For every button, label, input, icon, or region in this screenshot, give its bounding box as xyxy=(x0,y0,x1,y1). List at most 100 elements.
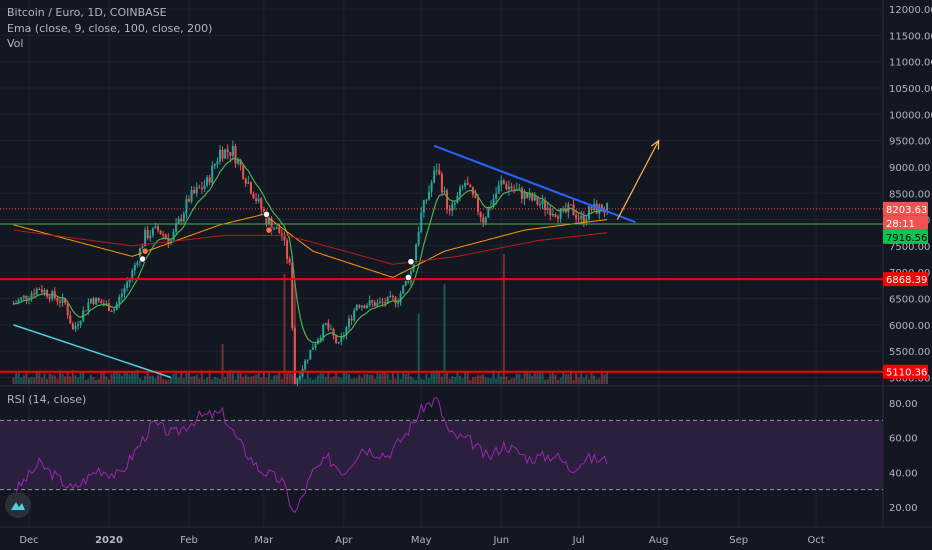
volume-bar xyxy=(590,371,593,384)
volume-bar xyxy=(572,379,575,384)
volume-bar xyxy=(466,371,469,384)
volume-bar xyxy=(487,377,490,384)
price-tag xyxy=(883,229,928,244)
volume-bar xyxy=(567,374,570,384)
price-tag xyxy=(883,201,928,216)
volume-bar xyxy=(428,378,430,384)
candle-body xyxy=(69,315,72,324)
time-tick-label: Aug xyxy=(649,535,669,546)
volume-bar xyxy=(440,376,443,384)
volume-bar xyxy=(149,376,152,384)
volume-bar xyxy=(79,373,82,384)
legend-vol[interactable]: Vol xyxy=(7,37,24,50)
price-tag-label: 6868.39 xyxy=(886,275,927,286)
legend-title[interactable]: Bitcoin / Euro, 1D, COINBASE xyxy=(7,6,167,19)
candle-body xyxy=(580,215,583,219)
volume-bar xyxy=(22,375,25,384)
candle-body xyxy=(451,204,454,211)
candle-body xyxy=(397,302,400,304)
volume-bar xyxy=(557,379,560,384)
candle-body xyxy=(479,211,482,218)
rsi-band xyxy=(0,420,883,490)
volume-bar xyxy=(12,377,15,384)
candle-body xyxy=(474,194,477,198)
candle-body xyxy=(304,360,307,370)
volume-bar xyxy=(546,379,549,384)
legend-rsi[interactable]: RSI (14, close) xyxy=(7,393,87,406)
volume-bar xyxy=(575,373,578,384)
volume-bar xyxy=(92,377,95,384)
volume-bar xyxy=(146,372,149,384)
candle-body xyxy=(559,208,562,219)
candle-body xyxy=(159,230,162,235)
candle-body xyxy=(195,187,198,194)
volume-bar xyxy=(180,370,183,384)
candle-body xyxy=(309,349,312,360)
axes: 12000.00 11500.00 11000.00 10500.00 10000.00… xyxy=(19,5,932,546)
volume-bar xyxy=(136,370,139,384)
candle-body xyxy=(48,296,51,300)
price-tick-label: 8500.00 xyxy=(889,189,930,200)
candle-body xyxy=(335,335,338,343)
price-tick-label: 10500.00 xyxy=(889,84,932,95)
volume-bar xyxy=(61,373,64,384)
volume-bar xyxy=(231,370,234,384)
candle-body xyxy=(17,299,20,303)
volume-bar xyxy=(185,372,188,384)
volume-bar xyxy=(386,373,389,384)
volume-bar xyxy=(353,378,356,384)
candle-body xyxy=(239,159,242,166)
volume-bar xyxy=(64,376,67,384)
volume-bar xyxy=(335,370,338,384)
volume-bar xyxy=(244,374,247,384)
candle-body xyxy=(133,264,136,271)
volume-bar xyxy=(164,379,167,384)
ema-lines xyxy=(13,157,608,344)
candle-body xyxy=(291,262,294,328)
candle-body xyxy=(482,217,485,223)
candle-body xyxy=(585,218,588,223)
volume-bar xyxy=(286,373,289,384)
time-tick-label: Oct xyxy=(807,535,824,546)
price-tick-label: 9000.00 xyxy=(889,163,930,174)
candle-body xyxy=(332,328,335,336)
volume-bar xyxy=(51,375,54,384)
candle-body xyxy=(262,209,265,213)
candle-body xyxy=(92,298,95,305)
candle-body xyxy=(425,199,428,201)
candle-body xyxy=(448,209,451,211)
ema-9-line xyxy=(13,157,608,344)
volume-bar xyxy=(275,375,278,384)
candle-body xyxy=(273,228,276,230)
candle-body xyxy=(551,214,554,216)
volume-bar xyxy=(415,379,418,384)
candle-body xyxy=(443,190,446,193)
price-tick-label: 7500.00 xyxy=(889,242,930,253)
volume-bar xyxy=(554,374,557,384)
volume-bar xyxy=(224,376,227,384)
volume-bar xyxy=(399,379,402,384)
candle-body xyxy=(348,318,350,328)
volume-bar xyxy=(593,375,596,384)
volume-bar xyxy=(448,378,451,384)
drawings[interactable] xyxy=(0,139,883,379)
volume-bar xyxy=(451,375,454,384)
candle-body xyxy=(113,309,116,312)
candle-body xyxy=(510,186,513,190)
candle-body xyxy=(420,212,423,233)
candle-body xyxy=(74,326,77,330)
candle-body xyxy=(407,280,410,282)
candle-body xyxy=(131,270,134,279)
volume-bar xyxy=(95,379,98,384)
price-tag xyxy=(883,364,928,379)
legend-ema[interactable]: Ema (close, 9, close, 100, close, 200) xyxy=(7,22,213,35)
candle-body xyxy=(505,183,508,190)
cross-marker xyxy=(407,258,415,266)
tradingview-logo-icon[interactable] xyxy=(5,492,31,518)
volume-bar xyxy=(350,378,353,384)
volume-bar xyxy=(154,378,157,384)
volume-bar xyxy=(585,374,588,384)
candle-body xyxy=(541,200,544,205)
candle-body xyxy=(458,187,461,196)
